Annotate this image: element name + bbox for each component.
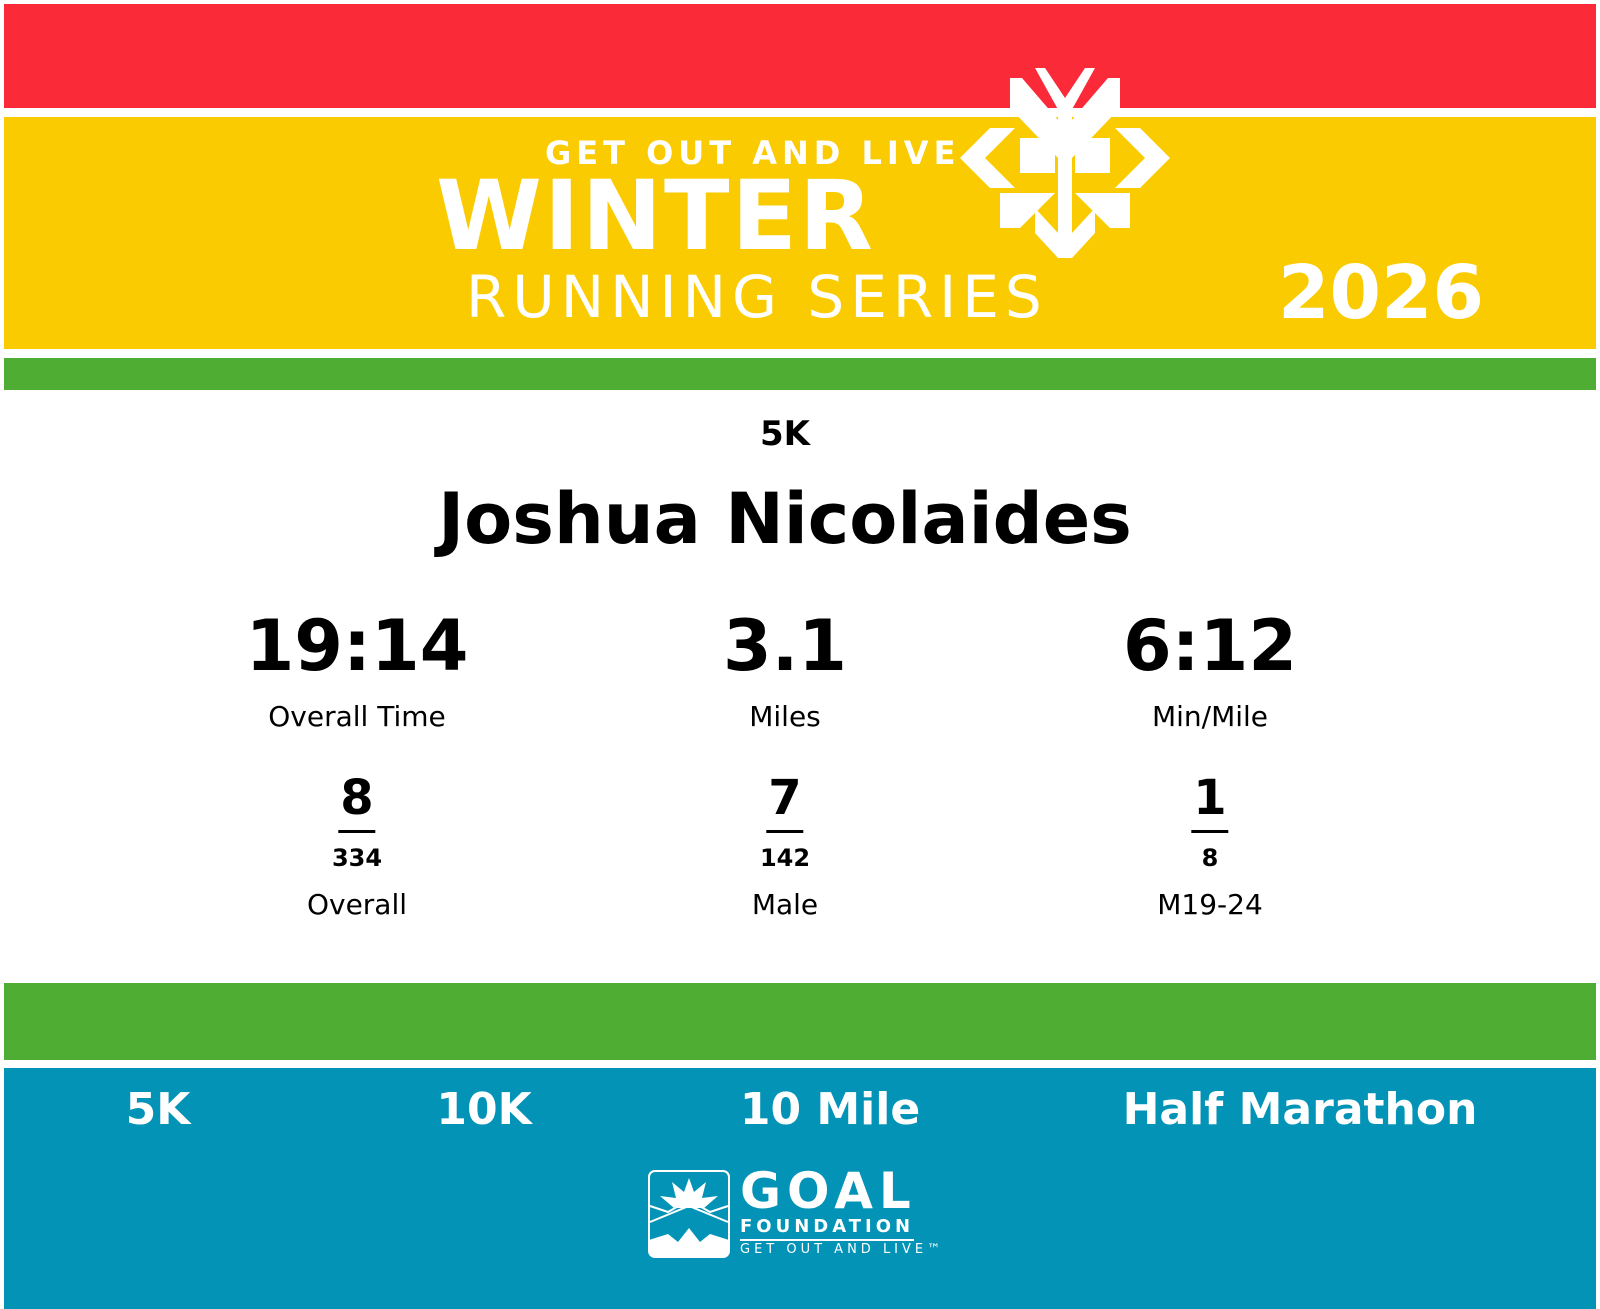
race-10k: 10K [436,1084,532,1135]
age-group-place: 1 [1191,770,1229,833]
header-tagline: GET OUT AND LIVE [545,134,961,172]
age-group-total: 8 [1201,844,1219,872]
overall-time-label: Overall Time [268,700,446,733]
miles-label: Miles [749,700,821,733]
gender-place: 7 [766,770,804,833]
age-group-label: M19-24 [1157,888,1263,921]
logo-sub: FOUNDATION [740,1216,915,1241]
pace-value: 6:12 [1122,605,1298,687]
race-10-mile: 10 Mile [739,1084,921,1135]
race-half-marathon: Half Marathon [1122,1084,1478,1135]
blue-footer-band [4,1068,1596,1309]
logo-name: GOAL [740,1162,917,1220]
header-year: 2026 [1278,250,1484,336]
green-band-lower [4,983,1596,1060]
green-band [4,358,1596,390]
overall-label: Overall [306,888,408,921]
snowflake-icon [960,68,1170,258]
header-subtitle: RUNNING SERIES [466,263,1048,331]
goal-foundation-logo: GOAL FOUNDATION GET OUT AND LIVE™ [648,1162,948,1260]
overall-place: 8 [338,770,376,833]
overall-time-value: 19:14 [245,605,469,687]
overall-total: 334 [331,844,383,872]
gender-label: Male [751,888,819,921]
gender-total: 142 [759,844,811,872]
runner-name: Joshua Nicolaides [438,478,1132,560]
race-distance: 5K [759,414,811,454]
red-band [4,4,1596,108]
race-5k: 5K [125,1084,191,1135]
pace-label: Min/Mile [1151,700,1269,733]
logo-tagline: GET OUT AND LIVE™ [740,1242,945,1257]
miles-value: 3.1 [722,605,848,687]
header-title: WINTER [436,160,875,272]
mountain-sun-icon [648,1170,730,1258]
yellow-header-band [4,117,1596,349]
